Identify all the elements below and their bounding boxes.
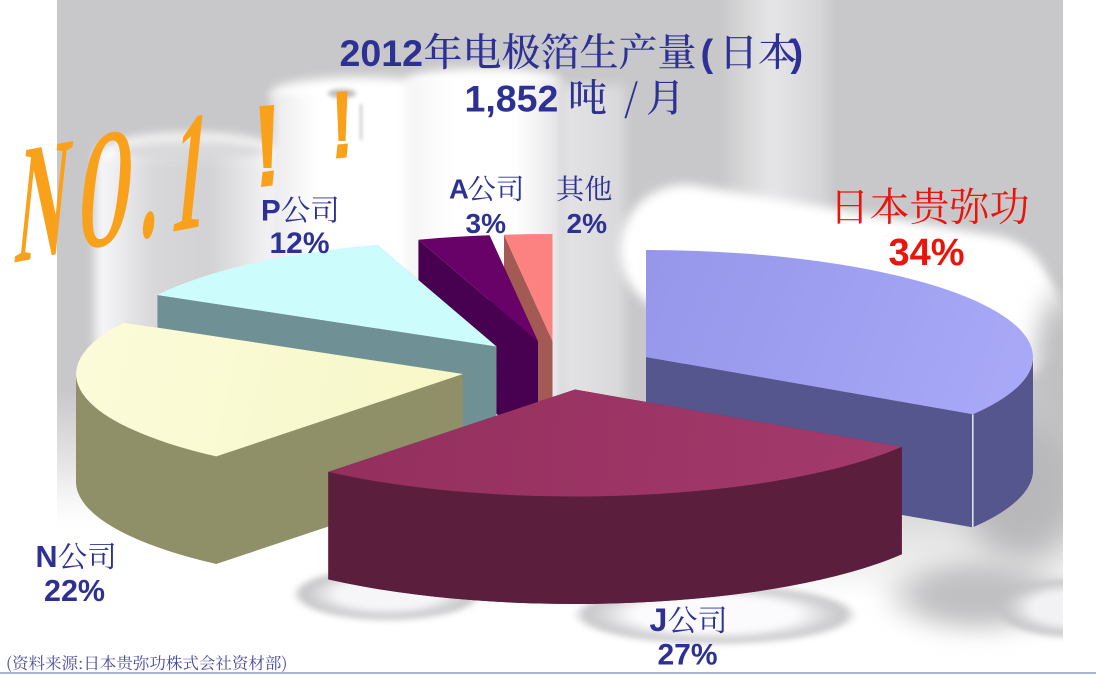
svg-text:N: N	[36, 540, 58, 574]
svg-text:1,852: 1,852	[465, 78, 559, 120]
svg-text:2%: 2%	[567, 208, 608, 239]
svg-text:2012: 2012	[340, 32, 423, 74]
svg-text:J: J	[650, 602, 668, 638]
svg-text:22%: 22%	[44, 574, 105, 608]
svg-text:3%: 3%	[466, 208, 507, 239]
svg-text:34%: 34%	[889, 232, 965, 274]
svg-text:(: (	[701, 33, 714, 75]
svg-text:P: P	[261, 195, 281, 228]
svg-text:27%: 27%	[658, 639, 718, 672]
svg-text:12%: 12%	[270, 227, 330, 260]
svg-text:A: A	[449, 174, 469, 205]
svg-text:): )	[791, 33, 804, 75]
